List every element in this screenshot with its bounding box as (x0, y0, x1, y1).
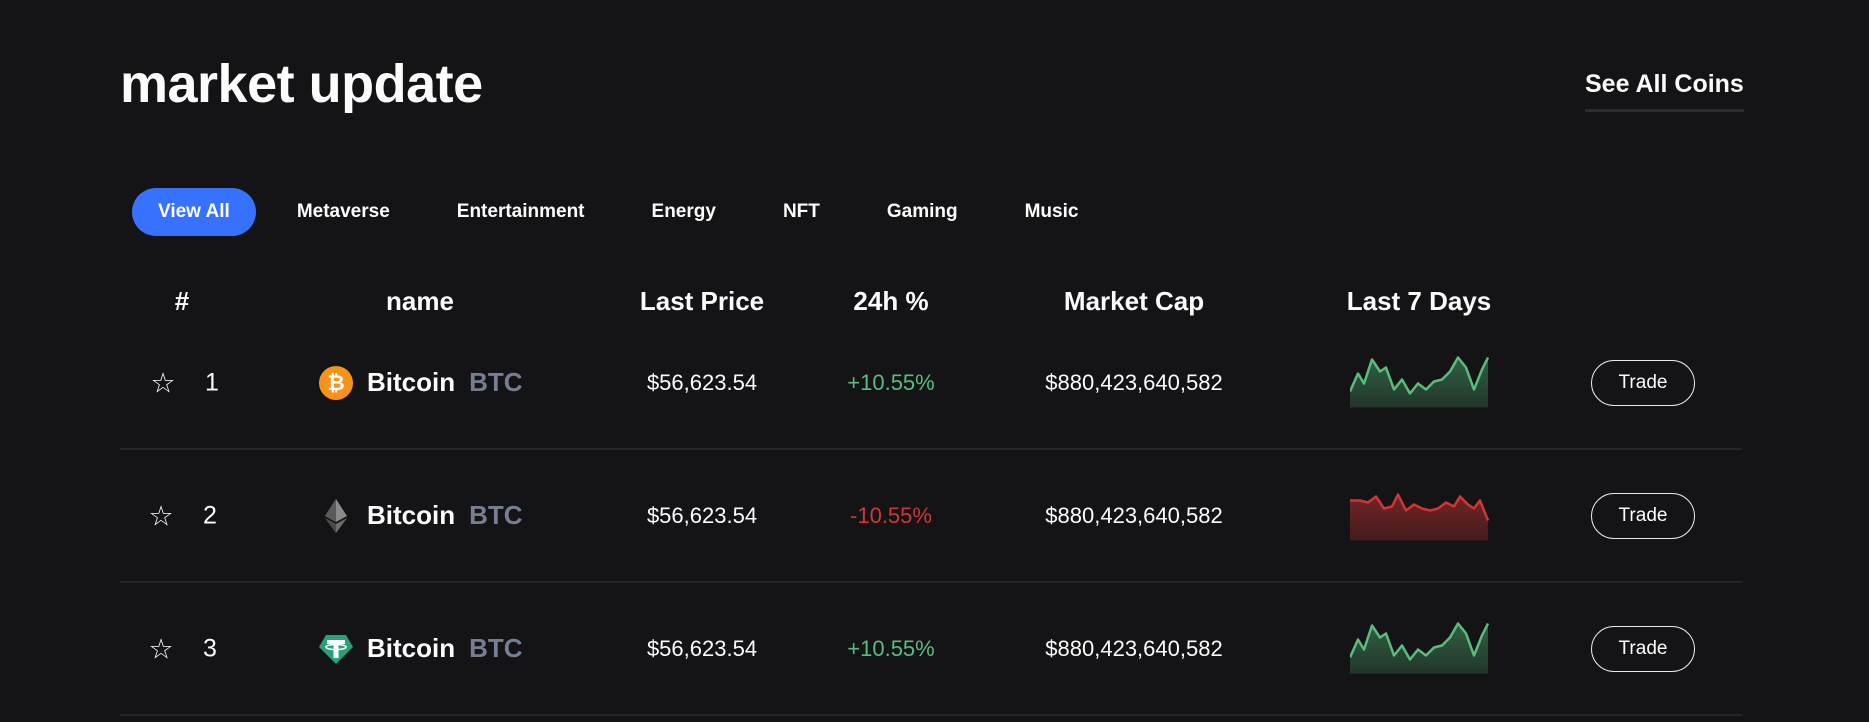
rank: 1 (205, 368, 219, 396)
svg-text:₿: ₿ (327, 372, 344, 395)
trade-button[interactable]: Trade (1591, 359, 1695, 406)
sparkline-chart (1348, 619, 1490, 678)
last-price: $56,623.54 (646, 502, 758, 528)
coin-name: Bitcoin (367, 500, 456, 530)
coin-symbol: BTC (469, 633, 523, 663)
tab-energy[interactable]: Energy (651, 201, 716, 222)
coin-info[interactable]: ₿ Bitcoin BTC (318, 365, 523, 401)
coin-name: Bitcoin (367, 367, 456, 397)
change-24h: +10.55% (847, 369, 935, 395)
ethereum-icon (318, 498, 354, 534)
see-all-coins-link[interactable]: See All Coins (1585, 70, 1744, 112)
last-price: $56,623.54 (646, 635, 758, 661)
sparkline-chart (1350, 486, 1490, 545)
change-24h: +10.55% (847, 635, 935, 661)
bitcoin-icon: ₿ (318, 365, 354, 401)
coin-name: Bitcoin (367, 633, 456, 663)
coin-info[interactable]: Bitcoin BTC (318, 631, 523, 667)
column-header-rank: # (174, 286, 190, 316)
rank: 2 (203, 501, 217, 529)
rank: 3 (203, 634, 217, 662)
tab-nft[interactable]: NFT (782, 201, 820, 222)
coin-info[interactable]: Bitcoin BTC (318, 498, 523, 534)
favorite-star-icon[interactable]: ☆ (148, 633, 174, 664)
tab-entertainment[interactable]: Entertainment (456, 201, 585, 222)
tether-icon (318, 631, 354, 667)
trade-button[interactable]: Trade (1591, 625, 1695, 672)
favorite-star-icon[interactable]: ☆ (150, 367, 176, 398)
table-row: ☆ 3 Bitcoin BTC $56,623.54 +10.55% $880,… (120, 583, 1742, 716)
tab-metaverse[interactable]: Metaverse (296, 201, 390, 222)
last-price: $56,623.54 (646, 369, 758, 395)
trade-button[interactable]: Trade (1591, 492, 1695, 539)
table-row: ☆ 2 Bitcoin BTC $56,623.54 -10.55% $880,… (120, 450, 1742, 583)
column-header-name: name (386, 286, 454, 316)
column-header-last-price: Last Price (639, 286, 765, 316)
page-title: market update (120, 54, 483, 114)
market-cap: $880,423,640,582 (1045, 635, 1223, 661)
tab-gaming[interactable]: Gaming (886, 201, 958, 222)
market-cap: $880,423,640,582 (1045, 369, 1223, 395)
coin-symbol: BTC (469, 367, 523, 397)
favorite-star-icon[interactable]: ☆ (148, 500, 174, 531)
market-cap: $880,423,640,582 (1045, 502, 1223, 528)
column-header-last-7-days: Last 7 Days (1346, 286, 1492, 316)
tab-music[interactable]: Music (1024, 201, 1079, 222)
category-tabs: View All Metaverse Entertainment Energy … (132, 188, 1119, 236)
column-header-market-cap: Market Cap (1063, 286, 1205, 316)
column-header-change: 24h % (853, 286, 929, 316)
table-row: ☆ 1 ₿ Bitcoin BTC $56,623.54 +10.55% $88… (120, 317, 1742, 450)
sparkline-chart (1348, 353, 1490, 412)
change-24h: -10.55% (850, 502, 932, 528)
tab-view-all[interactable]: View All (132, 188, 256, 236)
coin-symbol: BTC (469, 500, 523, 530)
